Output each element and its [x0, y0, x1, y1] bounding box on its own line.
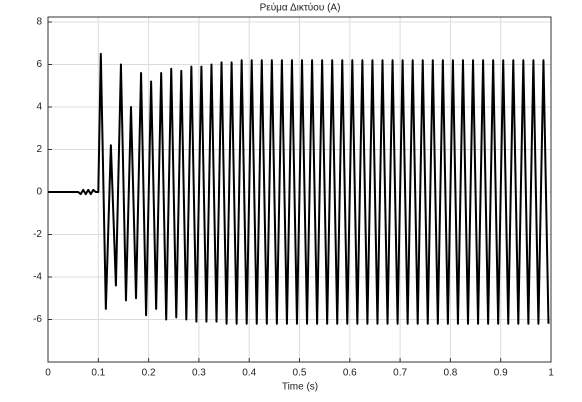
x-tick-label: 0	[45, 368, 51, 379]
x-tick-label: 0.3	[192, 368, 206, 379]
y-tick-label: 6	[36, 59, 42, 70]
data-line	[48, 52, 550, 325]
x-tick-label: 0.1	[91, 368, 105, 379]
y-tick-label: -4	[33, 272, 42, 283]
x-tick-label: 0.2	[142, 368, 156, 379]
x-tick-label: 0.6	[343, 368, 357, 379]
y-tick-label: -2	[33, 229, 42, 240]
x-tick-label: 1	[548, 368, 554, 379]
y-tick-label: 4	[36, 102, 42, 113]
x-tick-label: 0.8	[443, 368, 457, 379]
plot-frame	[47, 16, 552, 363]
x-axis-label: Time (s)	[282, 382, 318, 393]
x-tick-label: 0.4	[242, 368, 256, 379]
y-tick-label: 8	[36, 17, 42, 28]
chart-title: Ρεύμα Δικτύου (A)	[260, 2, 341, 14]
x-tick-label: 0.7	[393, 368, 407, 379]
y-tick-label: -6	[33, 314, 42, 325]
x-tick-label: 0.9	[494, 368, 508, 379]
y-tick-label: 0	[36, 187, 42, 198]
x-tick-label: 0.5	[293, 368, 307, 379]
y-tick-label: 2	[36, 144, 42, 155]
